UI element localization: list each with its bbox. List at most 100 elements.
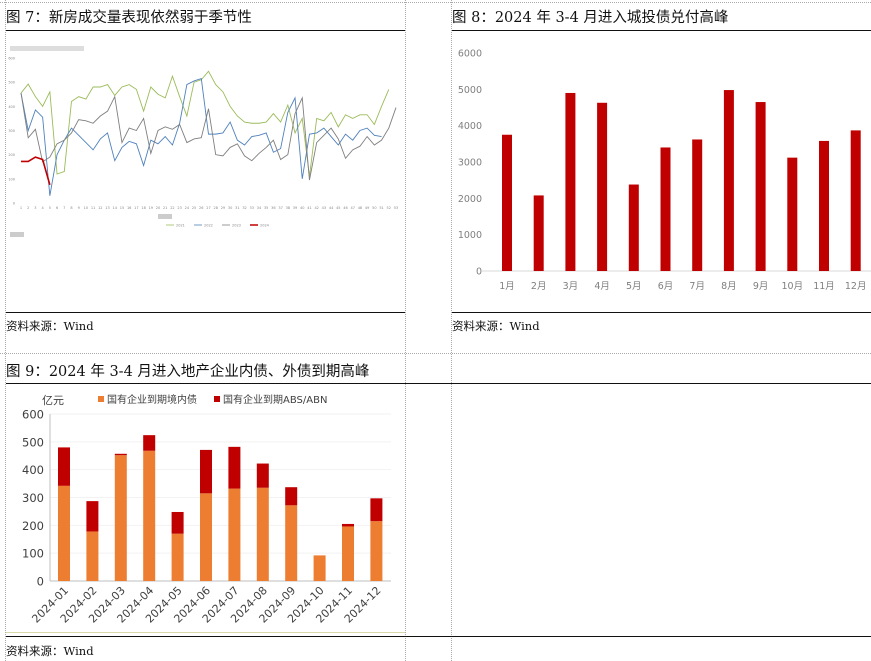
- x-tick-label: 23: [177, 206, 181, 210]
- x-tick-label: 7月: [689, 281, 705, 292]
- cell-border: [451, 0, 452, 661]
- x-tick-label: 10: [84, 206, 88, 210]
- x-tick-label: 27: [206, 206, 210, 210]
- bar: [628, 184, 639, 271]
- x-tick-label: 8: [70, 206, 72, 210]
- x-tick-label: 38: [286, 206, 290, 210]
- bar-segment: [256, 463, 269, 488]
- x-tick-label: 20: [156, 206, 160, 210]
- legend-swatch: [98, 396, 104, 402]
- row-border: [0, 2, 871, 3]
- x-tick-label: 11: [91, 206, 95, 210]
- bar-segment: [143, 450, 156, 581]
- x-tick-label: 13: [105, 206, 109, 210]
- y-tick-label: 5000: [458, 85, 482, 96]
- x-tick-label: 42: [314, 206, 318, 210]
- bar-segment: [171, 511, 184, 534]
- x-tick-label: 40: [300, 206, 304, 210]
- legend-label: 2021: [176, 224, 185, 228]
- y-tick-label: 4000: [458, 121, 482, 132]
- x-tick-label: 51: [379, 206, 383, 210]
- x-tick-label: 44: [329, 206, 334, 210]
- x-tick-label: 5月: [626, 281, 642, 292]
- axis-title-box: [10, 232, 24, 237]
- x-tick-label: 53: [394, 206, 398, 210]
- bar-segment: [86, 531, 99, 581]
- bar-segment: [86, 501, 99, 532]
- bar-segment: [228, 488, 241, 581]
- y-tick-label: 0: [37, 575, 44, 589]
- bar-segment: [143, 435, 156, 451]
- y-tick-label: 0: [13, 202, 15, 206]
- y-tick-label: 3000: [458, 158, 482, 169]
- x-tick-label: 35: [264, 206, 268, 210]
- x-tick-label: 33: [250, 206, 254, 210]
- x-tick-label: 41: [307, 206, 311, 210]
- y-tick-label: 1000: [458, 230, 482, 241]
- y-tick-label: 6000: [458, 49, 482, 60]
- x-tick-label: 29: [221, 206, 225, 210]
- bar: [787, 157, 798, 271]
- x-tick-label: 2: [27, 206, 29, 210]
- bar: [850, 130, 861, 271]
- bar-segment: [342, 523, 354, 527]
- x-tick-label: 48: [358, 206, 362, 210]
- x-tick-label: 4: [42, 206, 45, 210]
- bar: [597, 102, 608, 271]
- y-tick-label: 200: [22, 519, 44, 533]
- bar-segment: [342, 526, 354, 581]
- x-tick-label: 8月: [721, 281, 737, 292]
- x-tick-label: 31: [235, 206, 239, 210]
- legend-swatch: [214, 396, 220, 402]
- x-tick-label: 43: [322, 206, 326, 210]
- x-tick-label: 9: [78, 206, 80, 210]
- x-tick-label: 6月: [658, 281, 674, 292]
- x-tick-label: 2月: [531, 281, 547, 292]
- bar-segment: [58, 447, 70, 486]
- chart-note-box: [10, 46, 84, 51]
- legend-label: 国有企业到期境内债: [107, 393, 197, 406]
- bar-segment: [256, 487, 269, 581]
- x-tick-label: 10月: [782, 281, 804, 292]
- x-tick-label: 7: [63, 206, 65, 210]
- bar-segment: [58, 485, 70, 581]
- x-tick-label: 39: [293, 206, 297, 210]
- y-tick-label: 400: [8, 105, 15, 109]
- series-line-2023: [20, 92, 397, 181]
- x-tick-label: 3: [34, 206, 36, 210]
- y-tick-label: 100: [22, 547, 44, 561]
- x-tick-label: 12: [98, 206, 102, 210]
- x-tick-label: 30: [228, 206, 232, 210]
- bar-segment: [200, 493, 212, 581]
- series-line-2022: [20, 77, 382, 196]
- y-tick-label: 300: [8, 129, 15, 133]
- cell-border: [5, 0, 6, 661]
- bar: [565, 92, 576, 271]
- x-tick-label: 50: [372, 206, 376, 210]
- bar-segment: [171, 533, 184, 581]
- y-tick-label: 100: [8, 177, 15, 181]
- bar: [660, 147, 671, 271]
- x-tick-label: 17: [134, 206, 138, 210]
- x-tick-label: 36: [271, 206, 275, 210]
- x-tick-label: 24: [185, 206, 190, 210]
- figure-7-source: 资料来源：Wind: [6, 319, 94, 333]
- bar-segment: [370, 498, 383, 522]
- x-tick-label: 4月: [594, 281, 610, 292]
- x-tick-label: 1月: [499, 281, 515, 292]
- x-tick-label: 16: [127, 206, 131, 210]
- x-tick-label: 22: [170, 206, 174, 210]
- x-tick-label: 12月: [845, 281, 867, 292]
- bar: [533, 195, 544, 271]
- legend-label: 国有企业到期ABS/ABN: [223, 393, 327, 406]
- x-tick-label: 26: [199, 206, 203, 210]
- y-tick-label: 400: [22, 463, 44, 477]
- x-tick-label: 49: [365, 206, 369, 210]
- bar-segment: [370, 521, 383, 581]
- x-tick-label: 45: [336, 206, 340, 210]
- y-tick-label: 600: [22, 408, 44, 422]
- legend-label: 2023: [232, 224, 241, 228]
- x-tick-label: 46: [343, 206, 347, 210]
- bar: [502, 134, 512, 271]
